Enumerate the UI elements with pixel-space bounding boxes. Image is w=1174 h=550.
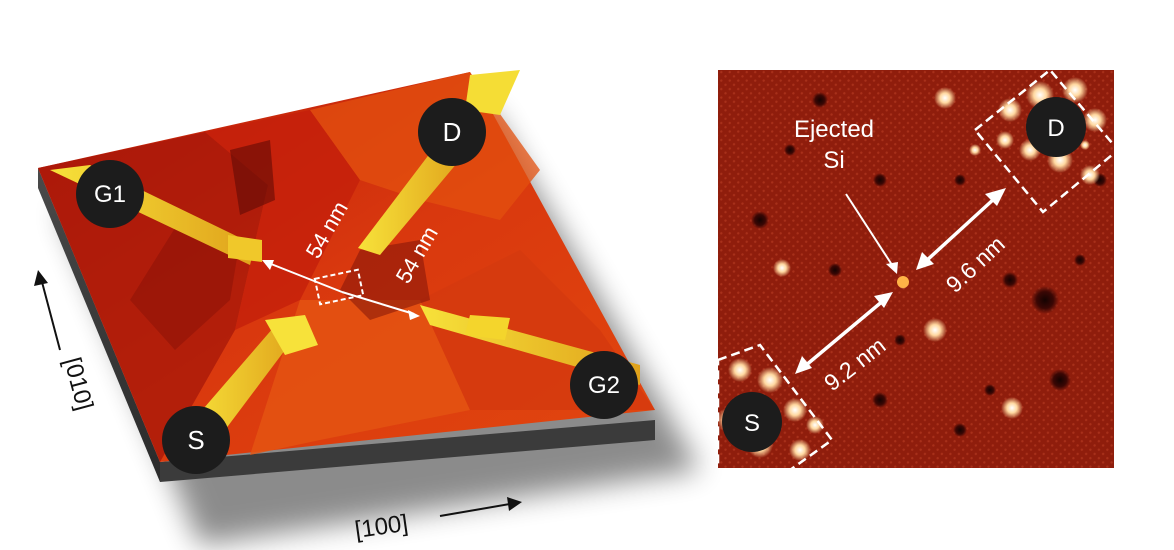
electrode-label-d-right: D [1026,97,1086,157]
electrode-outline-s [718,343,834,468]
electrode-d-right-text: D [1047,115,1064,142]
distance-annotations [262,260,420,320]
ejected-si-pointer [845,193,898,274]
electrode-s-text: S [187,425,204,455]
ejected-label-line1: Ejected [794,116,874,143]
bright-adatoms [773,87,1090,419]
electrode-d-text: D [443,117,462,147]
ejected-si-atom [897,276,909,288]
axis-arrow-horizontal [439,497,522,517]
slab-side-left [38,168,160,482]
electrode-label-s: S [162,406,230,474]
distance-arrow-lower [795,292,893,374]
electrode-g2-text: G2 [588,372,620,399]
slab-side-front [160,420,655,482]
electrode-label-s-right: S [722,392,782,452]
electrode-s-right-text: S [744,410,760,437]
ejected-label-line2: Si [823,147,844,174]
electrode-label-d: D [418,98,486,166]
electrode-outline-d [973,70,1114,214]
distance-arrow-upper [916,188,1006,270]
dark-defects [751,92,1107,437]
electrode-g1-text: G1 [94,181,126,208]
electrode-label-g2: G2 [570,351,638,419]
electrode-label-g1: G1 [76,160,144,228]
target-dashed-box [313,268,365,306]
axis-arrow-vertical [34,270,61,351]
